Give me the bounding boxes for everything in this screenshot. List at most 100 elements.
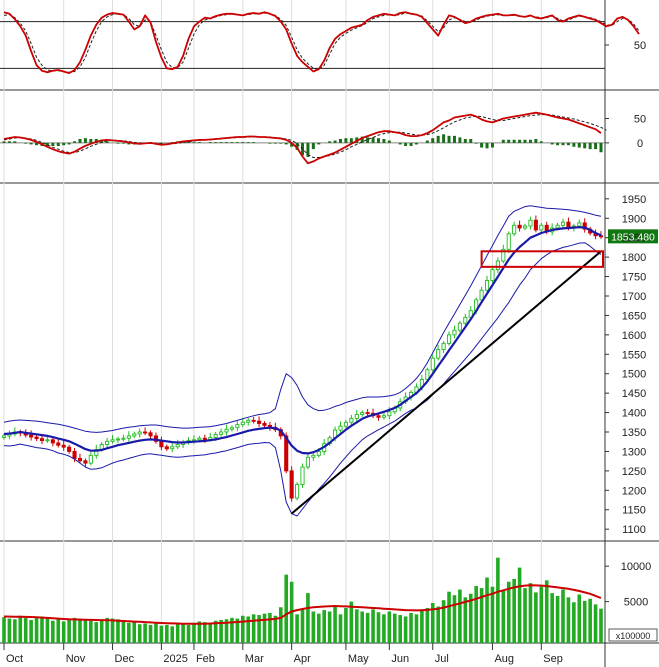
y-tick-label: 1100	[622, 524, 646, 536]
volume-bar	[582, 600, 587, 643]
candle-body	[441, 342, 446, 351]
y-tick-label: 1450	[622, 388, 646, 400]
bollinger-upper-band	[3, 205, 602, 433]
volume-bar	[316, 613, 321, 643]
volume-bar	[463, 597, 468, 643]
candle-body	[555, 224, 560, 229]
x-tick-label: Jun	[391, 653, 409, 665]
candle-body	[381, 415, 386, 418]
volume-bar	[23, 617, 28, 643]
volume-bar	[197, 621, 202, 643]
volume-bar	[365, 612, 370, 643]
volume-bar	[219, 620, 223, 643]
volume-bar	[67, 620, 71, 643]
volume-bar	[561, 589, 565, 643]
candle-body	[170, 446, 175, 450]
volume-bar	[333, 605, 337, 643]
y-tick-label: 1700	[622, 291, 646, 303]
last-price-label: 1853.480	[611, 231, 655, 243]
volume-bar	[544, 580, 549, 643]
volume-ma-line	[3, 584, 602, 625]
volume-bar	[268, 612, 272, 643]
volume-bar	[7, 618, 12, 643]
candle-body	[533, 219, 538, 231]
volume-bar	[51, 620, 55, 643]
candle-body	[229, 427, 234, 430]
candle-body	[365, 412, 370, 415]
candle-body	[262, 423, 267, 426]
candle-body	[94, 449, 99, 456]
candle-body	[39, 438, 45, 442]
volume-bar	[550, 593, 554, 643]
support-trendline	[290, 250, 602, 515]
candle-body	[289, 470, 294, 499]
candle-body	[29, 434, 34, 438]
volume-bar	[175, 624, 180, 643]
volume-bar	[300, 608, 305, 643]
volume-bar	[56, 619, 61, 643]
volume-bar	[154, 622, 158, 643]
candle-body	[311, 454, 316, 458]
volume-bar	[61, 621, 66, 643]
candle-body	[528, 219, 533, 227]
volume-bar	[376, 612, 381, 643]
candle-body	[517, 224, 522, 229]
volume-bar	[371, 609, 375, 643]
candle-body	[246, 419, 251, 423]
volume-bar	[235, 618, 240, 643]
candle-body	[479, 289, 484, 301]
candle-body	[240, 421, 245, 426]
candle-body	[83, 460, 88, 464]
volume-bar	[398, 615, 402, 643]
x-tick-label: Apr	[294, 653, 311, 665]
macd-line	[3, 111, 602, 165]
candle-body	[126, 435, 131, 439]
y-tick-label: 0	[637, 138, 643, 150]
volume-bar	[251, 614, 256, 643]
volume-bar	[327, 611, 332, 643]
x-tick-label: Aug	[494, 653, 514, 665]
volume-bar	[420, 609, 424, 643]
volume-bar	[137, 624, 142, 643]
volume-bar	[387, 611, 392, 643]
candle-body	[300, 466, 305, 485]
volume-bar	[132, 621, 137, 643]
volume-bar	[257, 615, 261, 643]
candle-body	[387, 411, 392, 417]
candle-body	[105, 440, 110, 445]
volume-bar	[490, 586, 495, 643]
y-tick-label: 1550	[622, 349, 646, 361]
candle-body	[598, 235, 604, 238]
volume-bar	[479, 588, 484, 643]
volume-bar	[110, 618, 115, 643]
volume-bar	[208, 623, 213, 643]
volume-bar	[534, 592, 538, 643]
volume-bar	[213, 620, 218, 643]
volume-bar	[192, 622, 196, 643]
y-tick-label: 5000	[624, 597, 648, 609]
candle-body	[490, 269, 495, 281]
volume-bar	[458, 589, 462, 643]
labels-layer: Oct Nov Dec 2025 Feb Mar Apr May Jun Jul Aug Sep 50 5…	[6, 40, 655, 665]
y-tick-label: 10000	[621, 561, 652, 573]
volume-bar	[382, 614, 386, 643]
volume-bar	[425, 607, 430, 643]
volume-bar	[273, 615, 278, 643]
y-tick-label: 1250	[622, 466, 646, 478]
candle-body	[251, 419, 256, 422]
volume-bar	[447, 591, 451, 643]
x-tick-label: Jul	[435, 653, 449, 665]
y-tick-label: 1750	[622, 272, 646, 284]
volume-bar	[83, 619, 88, 643]
y-tick-label: 1900	[622, 213, 646, 225]
volume-bar	[517, 567, 522, 643]
volume-bar	[45, 618, 50, 643]
candle-body	[560, 221, 566, 226]
candle-body	[159, 440, 164, 448]
bollinger-lower-band	[3, 242, 602, 517]
candle-body	[1, 435, 7, 438]
candle-body	[67, 446, 72, 452]
volume-bar	[295, 614, 299, 643]
